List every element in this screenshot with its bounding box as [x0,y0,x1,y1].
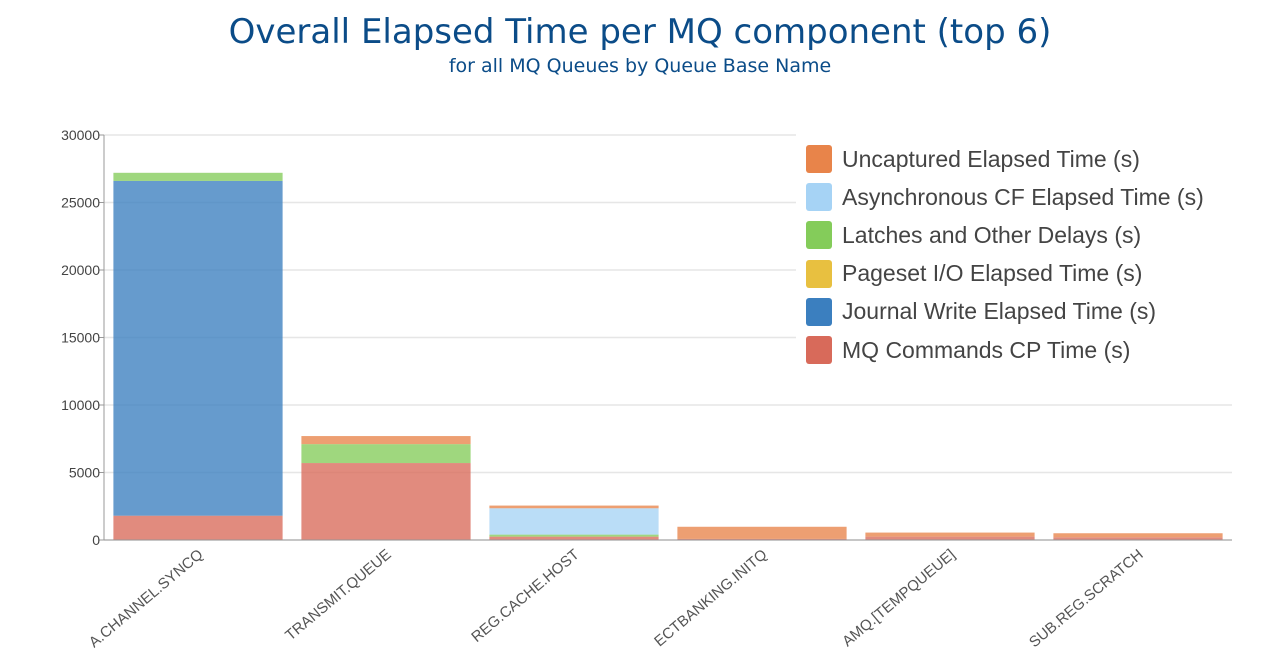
x-tick-label: ECTBANKING.INITQ [651,546,770,650]
bars [113,172,1223,540]
bar-segment [489,505,659,509]
x-tick-label: A.CHANNEL.SYNCQ [86,546,207,651]
legend-swatch [806,145,832,173]
bar-segment [1053,533,1223,538]
legend-label: Pageset I/O Elapsed Time (s) [842,260,1143,287]
x-tick-label: AMQ.[TEMPQUEUE] [839,546,958,650]
legend-swatch [806,297,832,326]
legend-item[interactable]: Pageset I/O Elapsed Time (s) [806,258,1142,290]
x-tick-label: SUB.REG.SCRATCH [1026,546,1147,651]
bar-segment [489,534,659,537]
y-tick-label: 20000 [61,262,100,278]
bar-segment [489,536,659,540]
y-tick-label: 25000 [61,195,100,211]
bar-segment [113,180,283,516]
legend-label: MQ Commands CP Time (s) [842,336,1131,363]
bar-segment [113,172,283,181]
chart-title: Overall Elapsed Time per MQ component (t… [228,12,1052,52]
y-tick-label: 15000 [61,330,100,346]
legend-item[interactable]: MQ Commands CP Time (s) [806,334,1130,366]
bar-segment [1053,537,1223,540]
legend-item[interactable]: Latches and Other Delays (s) [806,219,1141,251]
x-tick-label: REG.CACHE.HOST [468,546,582,646]
bar-segment [301,444,471,464]
legend-item[interactable]: Uncaptured Elapsed Time (s) [806,143,1140,175]
y-tick-label: 0 [92,532,100,548]
legend: Uncaptured Elapsed Time (s) Asynchronous … [796,132,1232,372]
legend-swatch [806,336,832,364]
bar-segment [677,538,847,540]
chart-subtitle: for all MQ Queues by Queue Base Name [448,55,832,77]
legend-label: Journal Write Elapsed Time (s) [842,298,1157,325]
legend-item[interactable]: Asynchronous CF Elapsed Time (s) [806,181,1204,213]
legend-label: Uncaptured Elapsed Time (s) [842,145,1140,172]
y-tick-label: 30000 [61,127,100,143]
legend-swatch [806,259,832,288]
bar-segment [301,463,471,540]
x-tick-label: TRANSMIT.QUEUE [282,546,394,644]
bar-segment [301,436,471,445]
bar-segment [677,526,847,539]
bar-segment [865,536,1035,540]
legend-swatch [806,221,832,250]
legend-label: Latches and Other Delays (s) [842,221,1142,248]
y-axis: 0 5000 10000 15000 20000 25000 30000 [61,127,105,548]
legend-swatch [806,183,832,212]
legend-item[interactable]: Journal Write Elapsed Time (s) [806,296,1156,328]
y-tick-label: 10000 [61,397,100,413]
bar-segment [865,532,1035,537]
x-axis: A.CHANNEL.SYNCQ TRANSMIT.QUEUE REG.CACHE.H… [86,539,1232,651]
bar-segment [489,508,659,535]
bar-segment [113,515,283,540]
legend-label: Asynchronous CF Elapsed Time (s) [842,183,1204,210]
y-tick-label: 5000 [69,465,100,481]
